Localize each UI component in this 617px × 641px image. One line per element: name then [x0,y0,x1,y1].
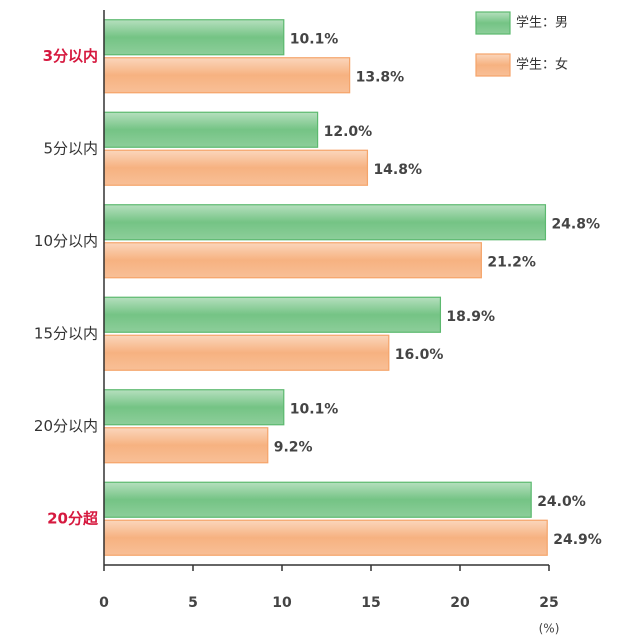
data-label: 24.9% [553,532,602,548]
bar [103,427,269,464]
bar [103,111,319,148]
x-tick-label: 25 [539,595,558,611]
data-label: 24.0% [537,494,586,510]
data-label: 12.0% [324,124,373,140]
x-tick-label: 10 [272,595,292,611]
bar [103,334,390,371]
y-tick-label: 3分以内 [43,47,98,65]
bar [103,519,548,556]
data-label: 18.9% [446,309,495,325]
bar [103,204,547,241]
data-label: 21.2% [487,254,536,270]
data-label: 24.8% [551,216,600,232]
y-tick-label: 20分超 [47,509,99,527]
bar [103,481,532,518]
bar [103,389,285,426]
data-label: 10.1% [290,401,339,417]
bar [103,57,351,94]
legend-label: 学生：男 [516,15,568,31]
legend-swatch [475,53,511,77]
data-label: 13.8% [356,69,405,85]
y-tick-label: 20分以内 [34,417,98,435]
bar [103,242,482,279]
x-tick-label: 20 [450,595,470,611]
x-unit: (%) [539,622,560,636]
x-tick-label: 15 [361,595,380,611]
bar [103,149,369,186]
data-label: 10.1% [290,31,339,47]
x-tick-label: 0 [99,595,109,611]
y-tick-label: 15分以内 [34,324,98,342]
legend-label: 学生：女 [516,57,568,73]
data-label: 16.0% [395,347,444,363]
legend-swatch [475,11,511,35]
data-label: 9.2% [274,439,313,455]
y-tick-label: 5分以内 [43,139,98,157]
bar [103,19,285,56]
data-label: 14.8% [373,162,422,178]
y-tick-label: 10分以内 [34,232,98,250]
x-tick-label: 5 [188,595,198,611]
bar [103,296,442,333]
